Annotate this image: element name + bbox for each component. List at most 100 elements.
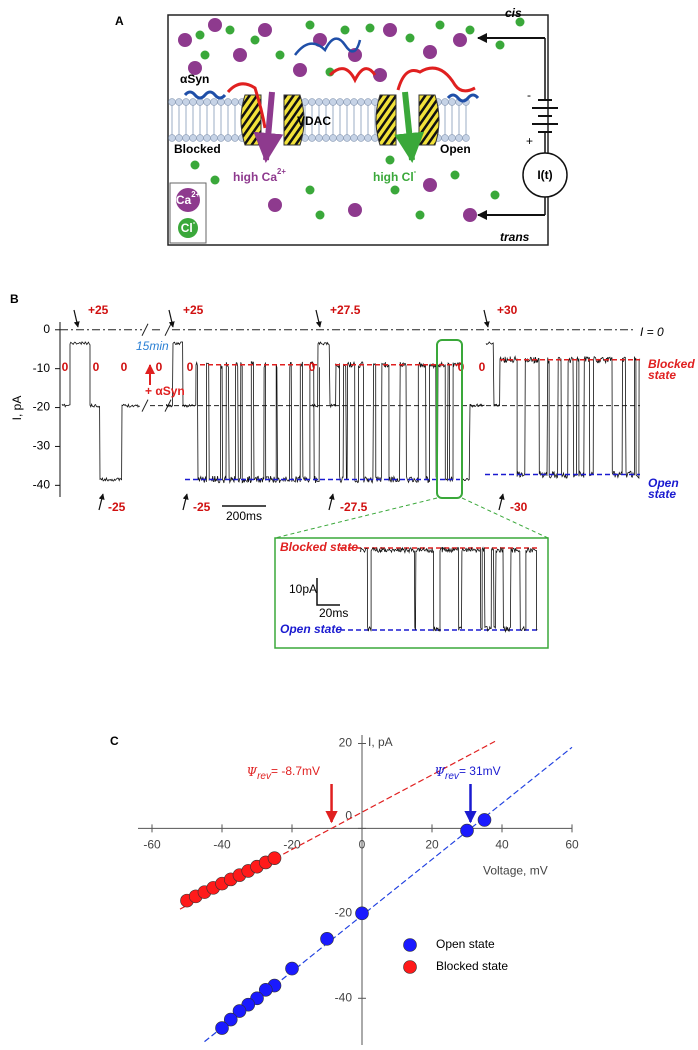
calcium-ion — [453, 33, 467, 47]
calcium-ion — [383, 23, 397, 37]
calcium-flux-arrow — [253, 91, 284, 163]
data-point — [460, 823, 474, 838]
time-scale-label: 200ms — [226, 509, 262, 523]
lipid-head — [441, 134, 449, 142]
zero-voltage-label: 0 — [479, 360, 486, 374]
blocked-label: Blocked — [174, 142, 221, 156]
x-tick-label: -20 — [283, 838, 301, 852]
panel-label: B — [10, 292, 19, 306]
chloride-ion — [465, 25, 475, 35]
ammeter-label: I(t) — [537, 168, 552, 182]
vdac-channel — [283, 94, 305, 146]
zero-voltage-label: 0 — [156, 360, 163, 374]
x-tick-label: 40 — [495, 838, 509, 852]
trans-label: trans — [500, 230, 530, 244]
asyn-label: αSyn — [180, 72, 209, 86]
chloride-ion — [225, 25, 235, 35]
chloride-ion — [195, 30, 205, 40]
lipid-head — [329, 134, 337, 142]
chloride-ion — [515, 17, 525, 27]
chloride-ion — [305, 20, 315, 30]
calcium-ion — [258, 23, 272, 37]
chloride-flux-arrow — [394, 91, 425, 163]
lipid-head — [322, 134, 330, 142]
y-tick-label: 20 — [339, 736, 353, 750]
axis-break — [141, 323, 149, 337]
lipid-head — [308, 98, 316, 106]
lipid-head — [308, 134, 316, 142]
legend-chloride — [178, 218, 198, 238]
zero-voltage-label: 0 — [187, 360, 194, 374]
lipid-head — [196, 98, 204, 106]
high-calcium-label-sup: 2+ — [277, 167, 286, 176]
panel-label: A — [115, 14, 124, 28]
high-chloride-label-base: high Cl — [373, 170, 414, 184]
legend-chloride-label-base: Cl — [181, 221, 193, 235]
calcium-ion — [208, 18, 222, 32]
lipid-head — [217, 98, 225, 106]
lipid-head — [175, 98, 183, 106]
x-tick-label: 60 — [565, 838, 579, 852]
ammeter — [522, 152, 568, 198]
chloride-ion — [340, 25, 350, 35]
reversal-symbol: Ψ — [435, 765, 446, 779]
voltage-step-label: +25 — [88, 303, 109, 317]
lipid-head — [189, 98, 197, 106]
data-point — [232, 1004, 247, 1018]
lipid-head — [231, 134, 239, 142]
blocked-state-label: Blocked — [648, 357, 695, 371]
high-calcium-label: high Ca2+ — [233, 167, 286, 184]
voltage-step-label: +27.5 — [330, 303, 361, 317]
inset-open-label: Open state — [280, 622, 342, 636]
y-tick-label: -20 — [335, 906, 353, 920]
x-tick-label: 0 — [359, 838, 366, 852]
vdac-channel — [418, 94, 440, 146]
high-calcium-label-base: high Ca — [233, 170, 277, 184]
lipid-head — [231, 98, 239, 106]
cis-label: cis — [505, 6, 522, 20]
axis-break — [141, 399, 149, 412]
current-trace — [359, 546, 538, 633]
data-point — [258, 982, 273, 997]
lipid-head — [364, 98, 372, 106]
voltage-step-arrow — [73, 309, 80, 328]
asyn-chain — [328, 67, 377, 84]
wait-label: 15min — [136, 339, 169, 353]
reversal-label: Ψrev= 31mV — [435, 764, 501, 781]
lipid-head — [210, 134, 218, 142]
lipid-head — [182, 98, 190, 106]
y-tick-label: -10 — [33, 361, 51, 375]
open-state-label: state — [648, 487, 676, 501]
chloride-ion — [435, 20, 445, 30]
lipid-head — [364, 134, 372, 142]
lipid-head — [329, 98, 337, 106]
reversal-value: = -8.7mV — [271, 764, 320, 778]
vdac-channel — [375, 94, 397, 146]
voltage-step-arrow — [483, 309, 490, 328]
calcium-ion — [233, 48, 247, 62]
battery-minus: - — [527, 88, 531, 102]
lipid-head — [224, 134, 232, 142]
axis-break — [164, 399, 172, 412]
lipid-head — [336, 134, 344, 142]
lipid-head — [189, 134, 197, 142]
chloride-ion — [275, 50, 285, 60]
zero-voltage-label: 0 — [121, 360, 128, 374]
y-tick-label: -40 — [335, 990, 353, 1004]
legend-marker — [403, 960, 417, 974]
legend-marker — [403, 938, 417, 952]
chloride-ion — [305, 185, 315, 195]
data-point — [320, 932, 334, 946]
high-chloride-label-sup: - — [414, 167, 417, 176]
lipid-head — [315, 98, 323, 106]
legend-calcium-label-sup: 2+ — [191, 190, 200, 199]
lipid-head — [217, 134, 225, 142]
asyn-chain — [226, 82, 267, 129]
x-axis-label: Voltage, mV — [483, 864, 548, 878]
chloride-ion — [390, 185, 400, 195]
inset-blocked-label: Blocked state — [280, 540, 358, 554]
zoom-guide — [461, 497, 549, 539]
y-tick-label: -20 — [33, 400, 51, 414]
asyn-chain — [183, 90, 227, 100]
lipid-head — [315, 134, 323, 142]
